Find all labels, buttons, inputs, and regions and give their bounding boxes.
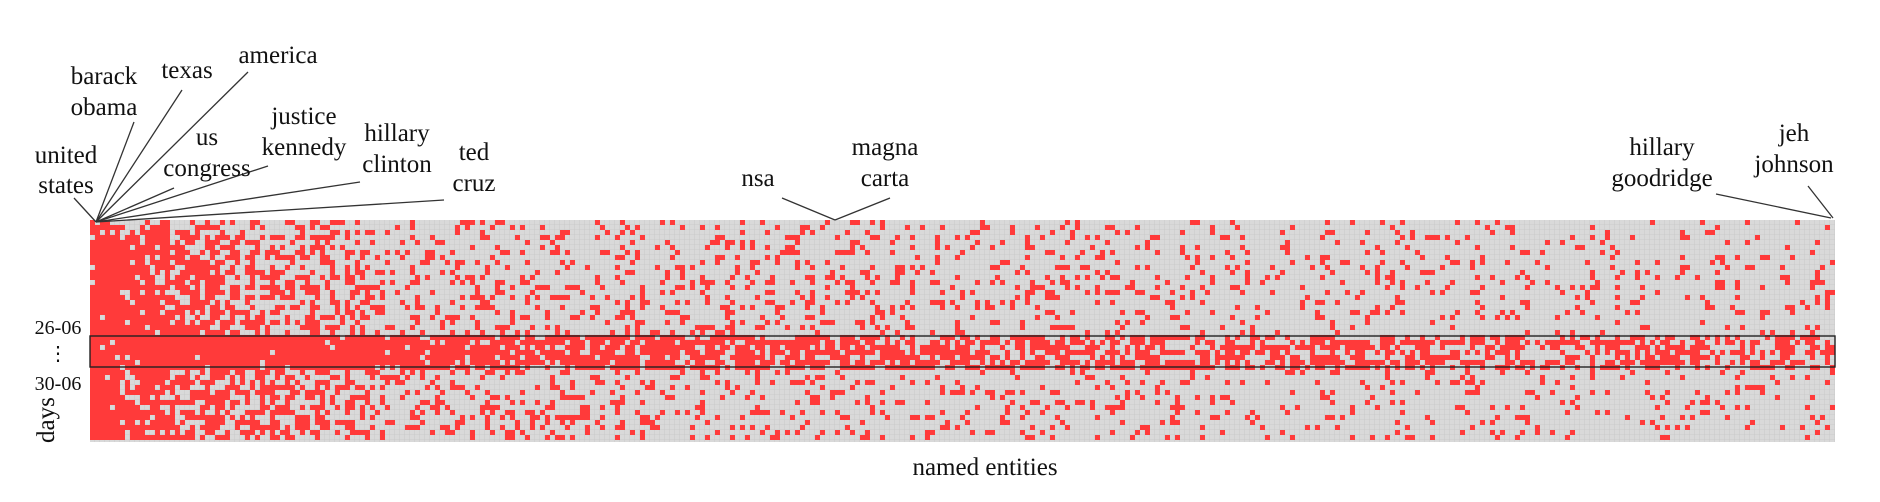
y-tick-ellipsis: ⋮ [48,343,68,365]
annotation-texas: texas [161,57,212,84]
x-axis-label: named entities [912,454,1057,481]
y-tick-end: 30-06 [35,373,82,395]
annotation-barack-obama-line1: barack [71,63,138,90]
annotation-barack-obama-line2: obama [71,94,138,121]
annotation-magna-carta-line2: carta [861,165,910,192]
annotation-ted-cruz-line1: ted [459,139,490,166]
annotation-united-states-line1: united [35,142,98,169]
annotation-justice-kennedy-line1: justice [270,103,336,130]
annotation-nsa: nsa [741,165,774,192]
leader-line-5 [95,187,175,223]
leader-line-4 [95,71,249,223]
leader-line-11 [1715,193,1832,219]
leader-line-9 [781,197,836,221]
annotation-us-congress-line1: us [196,124,218,151]
annotation-united-states-line2: states [38,172,94,199]
heatmap-present-cells [90,220,1835,440]
annotation-jeh-johnson-line1: jeh [1778,120,1810,147]
leader-line-2 [95,121,135,223]
leader-line-3 [95,89,183,223]
annotation-hillary-goodridge-line1: hillary [1629,134,1695,161]
leader-line-7 [95,181,361,223]
annotation-ted-cruz-line2: cruz [452,170,495,197]
annotation-jeh-johnson-line2: johnson [1753,151,1834,178]
leader-line-8 [95,199,445,223]
annotation-america: america [238,42,317,69]
annotation-us-congress-line2: congress [163,155,250,182]
y-axis-label: days [33,397,60,443]
leader-line-6 [95,165,269,223]
leader-line-12 [1807,185,1834,219]
heatmap-cells [90,220,1835,440]
leader-line-10 [834,197,891,221]
leader-line-1 [73,197,97,223]
annotation-justice-kennedy-line2: kennedy [262,134,347,161]
annotation-hillary-goodridge-line2: goodridge [1611,165,1712,192]
y-tick-start: 26-06 [35,317,82,339]
annotation-hillary-clinton-line1: hillary [364,120,430,147]
highlighted-days-band [89,335,1836,368]
annotation-leaders [73,71,1834,223]
annotation-magna-carta-line1: magna [852,134,919,161]
annotation-hillary-clinton-line2: clinton [362,151,432,178]
